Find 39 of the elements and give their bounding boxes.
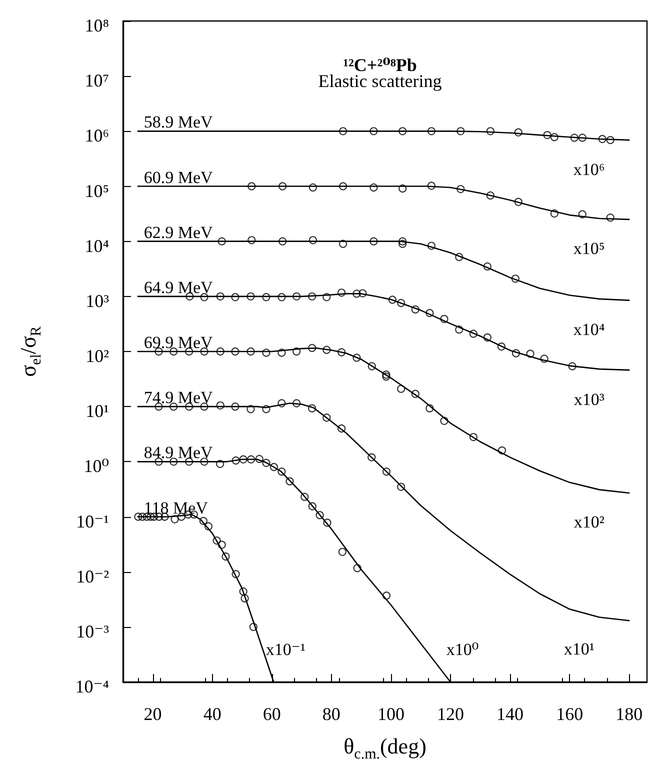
y-tick-label: 10⁻² — [76, 566, 109, 586]
annotation: x10⁴ — [573, 320, 605, 340]
y-axis-title: σel/σR — [16, 326, 44, 377]
annotation: x10² — [574, 512, 604, 532]
x-tick-label: 80 — [322, 704, 340, 724]
y-tick-label: 10⁻⁴ — [75, 676, 109, 696]
x-tick-label: 20 — [144, 704, 162, 724]
y-tick-label: 10⁰ — [84, 456, 109, 476]
y-tick-label: 10⁴ — [84, 236, 109, 256]
y-tick-label: 10⁻³ — [76, 621, 110, 642]
annotation: x10¹ — [564, 639, 594, 658]
y-tick-label: 10⁶ — [84, 126, 109, 146]
x-tick-label: 120 — [437, 704, 464, 724]
y-tick-label: 10² — [86, 346, 109, 366]
annotation: x10⁶ — [573, 160, 605, 179]
x-tick-label: 160 — [556, 704, 584, 724]
annotation: x10³ — [574, 390, 604, 409]
y-tick-label: 10³ — [86, 290, 110, 311]
series-label: 118 MeV — [144, 498, 209, 518]
series-label: 62.9 MeV — [144, 222, 214, 242]
x-tick-label: 60 — [262, 704, 281, 724]
x-tick-label: 180 — [616, 704, 643, 724]
annotation: x10⁻¹ — [266, 640, 306, 659]
x-tick-label: 40 — [203, 704, 222, 724]
series-label: 74.9 MeV — [144, 388, 214, 408]
x-tick-label: 140 — [496, 704, 524, 724]
annotation: x10⁵ — [573, 239, 605, 258]
y-tick-label: 10⁸ — [84, 16, 109, 36]
series-label: 58.9 MeV — [144, 112, 214, 132]
y-tick-label: 10⁻¹ — [76, 511, 109, 532]
series-label: 84.9 MeV — [144, 443, 214, 462]
series-label: 69.9 MeV — [144, 333, 214, 352]
y-tick-label: 10¹ — [86, 401, 109, 422]
annotation: x10⁰ — [446, 640, 479, 659]
y-tick-label: 10⁷ — [84, 70, 109, 91]
series-label: 64.9 MeV — [144, 278, 214, 297]
y-tick-label: 10⁵ — [84, 180, 109, 201]
series-label: 60.9 MeV — [144, 168, 214, 187]
x-tick-label: 100 — [377, 704, 404, 724]
